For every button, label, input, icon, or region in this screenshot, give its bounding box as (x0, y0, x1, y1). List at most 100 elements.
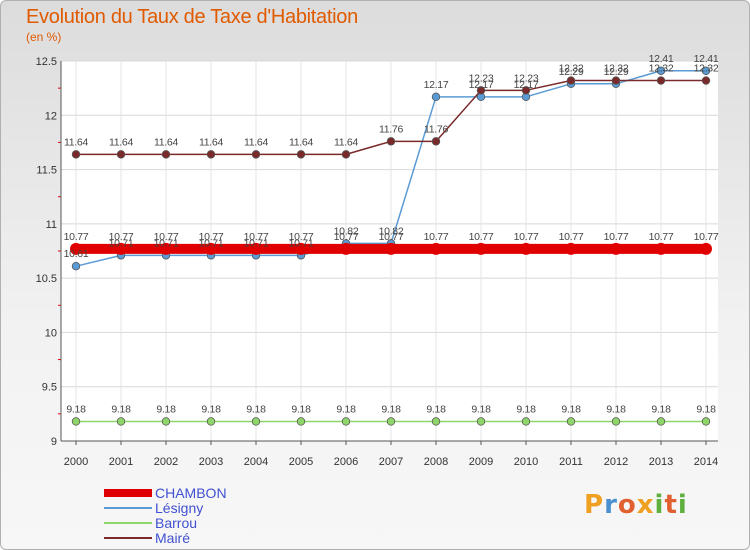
data-point (566, 76, 576, 85)
data-label: 9.18 (381, 403, 401, 415)
data-point (476, 417, 486, 426)
data-point (701, 417, 711, 426)
data-label: 11.64 (154, 136, 178, 148)
data-label: 12.17 (424, 79, 449, 91)
legend-swatch (104, 522, 152, 524)
data-label: 10.71 (154, 237, 179, 249)
data-point (700, 242, 712, 255)
data-label: 9.18 (696, 403, 716, 415)
y-tick-label: 10 (45, 327, 57, 339)
data-point (251, 150, 261, 159)
data-label: 10.77 (379, 231, 404, 243)
x-tick-label: 2005 (289, 456, 313, 468)
data-point (206, 150, 216, 159)
data-point (701, 66, 711, 75)
data-label: 10.71 (289, 237, 314, 249)
data-point (296, 417, 306, 426)
data-point (385, 242, 397, 255)
x-tick-label: 2014 (694, 456, 718, 468)
data-label: 9.18 (426, 403, 446, 415)
legend-label: Barrou (155, 515, 198, 531)
data-point (521, 417, 531, 426)
data-label: 11.64 (334, 136, 358, 148)
data-point (566, 417, 576, 426)
data-label: 9.18 (66, 403, 86, 415)
data-label: 10.77 (514, 231, 539, 243)
logo-letter: r (604, 490, 618, 520)
data-label: 9.18 (336, 403, 356, 415)
data-label: 10.77 (289, 231, 314, 243)
data-label: 10.77 (649, 231, 674, 243)
data-label: 9.18 (606, 403, 626, 415)
x-tick-label: 2007 (379, 456, 403, 468)
data-point (386, 417, 396, 426)
y-tick-label: 9 (51, 436, 57, 448)
chart-subtitle: (en %) (26, 30, 62, 44)
data-label: 10.77 (64, 231, 89, 243)
legend-label: Lésigny (155, 500, 204, 516)
x-tick-label: 2012 (604, 456, 628, 468)
data-label: 9.18 (201, 403, 221, 415)
data-point (205, 242, 217, 255)
data-label: 9.18 (516, 403, 536, 415)
data-label: 12.23 (514, 72, 539, 84)
data-label: 9.18 (291, 403, 311, 415)
data-point (71, 417, 81, 426)
data-point (475, 242, 487, 255)
data-label: 11.64 (199, 136, 223, 148)
logo-letter: i (677, 490, 688, 520)
data-point (340, 242, 352, 255)
data-label: 10.77 (199, 231, 224, 243)
logo-letter: P (584, 490, 605, 520)
y-tick-label: 9.5 (42, 382, 57, 394)
data-label: 12.29 (559, 66, 584, 78)
data-label: 12.29 (604, 66, 629, 78)
data-label: 9.18 (246, 403, 266, 415)
data-label: 10.77 (469, 231, 494, 243)
x-tick-label: 2013 (649, 456, 673, 468)
proxiti-logo: Proxiti (584, 490, 688, 520)
data-label: 10.77 (154, 231, 179, 243)
x-tick-label: 2008 (424, 456, 448, 468)
data-point (565, 242, 577, 255)
data-label: 12.32 (559, 63, 584, 75)
data-label: 9.18 (111, 403, 131, 415)
data-point (341, 417, 351, 426)
data-point (160, 242, 172, 255)
data-label: 12.23 (469, 72, 494, 84)
data-point (71, 150, 81, 159)
data-label: 10.77 (424, 231, 449, 243)
data-label: 9.18 (471, 403, 491, 415)
x-tick-label: 2003 (199, 456, 223, 468)
data-point (116, 150, 126, 159)
data-label: 10.77 (559, 231, 584, 243)
data-label: 9.18 (156, 403, 176, 415)
data-label: 9.18 (651, 403, 671, 415)
x-tick-label: 2004 (244, 456, 268, 468)
data-label: 10.61 (64, 248, 89, 260)
data-label: 11.76 (424, 123, 448, 135)
data-label: 10.77 (604, 231, 629, 243)
legend-swatch (104, 489, 152, 497)
y-tick-label: 11 (46, 219, 57, 231)
data-label: 10.77 (109, 231, 134, 243)
data-point (431, 137, 441, 146)
data-label: 11.76 (379, 123, 403, 135)
data-label: 12.41 (694, 53, 719, 65)
data-point (656, 417, 666, 426)
x-tick-label: 2009 (469, 456, 493, 468)
legend-swatch (104, 507, 152, 509)
y-tick-label: 11.5 (36, 165, 57, 177)
data-label: 10.77 (694, 231, 719, 243)
legend-label: Mairé (155, 530, 191, 546)
data-label: 12.32 (649, 63, 674, 75)
data-point (611, 76, 621, 85)
data-point (70, 242, 82, 255)
data-point (656, 76, 666, 85)
x-tick-label: 2001 (109, 456, 133, 468)
data-label: 10.71 (109, 237, 134, 249)
y-tick-label: 12 (45, 110, 57, 122)
data-point (610, 242, 622, 255)
y-tick-label: 12.5 (36, 56, 57, 68)
data-point (656, 66, 666, 75)
